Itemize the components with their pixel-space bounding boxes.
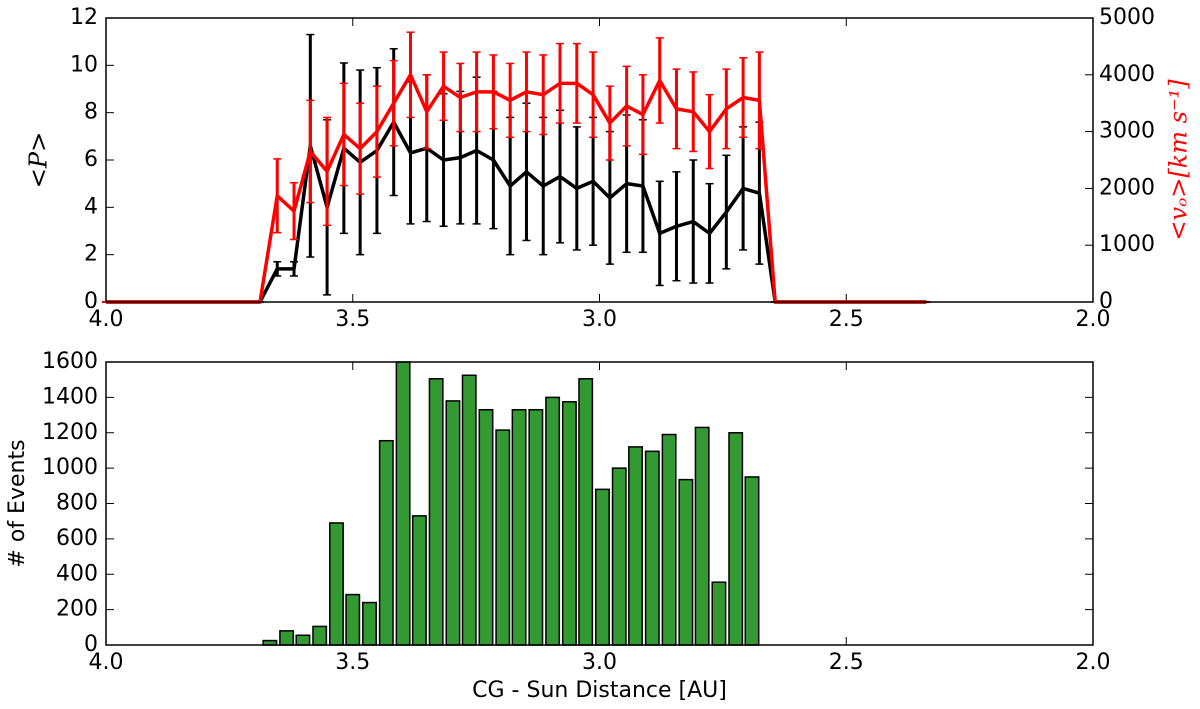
y2-tick-label: 5000 [1099, 5, 1155, 30]
bar [495, 429, 511, 646]
y2-tick-label: 1000 [1099, 232, 1155, 257]
bar [312, 625, 328, 646]
x-tick-label: 2.0 [1076, 650, 1111, 675]
y-tick-label: 2 [84, 242, 98, 267]
y2-tick-label: 3000 [1099, 119, 1155, 144]
bar [511, 409, 527, 646]
plot-frame [105, 361, 1094, 646]
x-tick-label: 2.5 [829, 650, 864, 675]
bar [628, 446, 643, 646]
bar [545, 396, 561, 646]
bar [644, 450, 660, 646]
bar [279, 630, 295, 646]
data-line [106, 73, 927, 304]
x-tick-label: 3.5 [335, 650, 370, 675]
y-tick-label: 12 [70, 5, 98, 30]
y-tick-label: 1600 [42, 349, 98, 374]
y-tick-label: 200 [56, 597, 98, 622]
bar [428, 378, 444, 646]
x-tick-label: 4.0 [89, 650, 124, 675]
x-axis-label: CG - Sun Distance [AU] [472, 678, 727, 703]
y-tick-label: 600 [56, 526, 98, 551]
bar [744, 476, 760, 646]
bar [362, 601, 377, 646]
bar [711, 581, 727, 646]
bar [329, 522, 344, 646]
bar [395, 361, 411, 646]
bar [661, 433, 677, 646]
y2-tick-label: 2000 [1099, 175, 1155, 200]
y-tick-label: 4 [84, 194, 98, 219]
bar [461, 374, 477, 646]
bar [611, 467, 627, 646]
bar [678, 478, 694, 646]
y-tick-label: 8 [84, 100, 98, 125]
bar [594, 488, 610, 646]
bar [528, 409, 544, 646]
bar [295, 634, 311, 646]
y-tick-label: 400 [56, 561, 98, 586]
bar [411, 515, 427, 646]
bar [378, 439, 394, 646]
bar [694, 426, 710, 646]
x-tick-label: 4.0 [89, 307, 124, 332]
y-tick-label: 10 [70, 52, 98, 77]
bar [561, 401, 577, 646]
bar [345, 593, 361, 646]
y-tick-label: 1000 [42, 455, 98, 480]
y2-axis-label: <vₒ>[km s⁻¹] [1165, 79, 1193, 241]
y-tick-label: 6 [84, 147, 98, 172]
y-axis-label: <P> [25, 132, 53, 188]
y-tick-label: 0 [84, 632, 98, 657]
y-tick-label: 0 [84, 289, 98, 314]
data-line [106, 120, 927, 304]
y-tick-label: 1200 [42, 420, 98, 445]
plot-frame [105, 17, 1094, 303]
x-tick-label: 3.0 [582, 307, 617, 332]
bar [445, 400, 461, 646]
y-tick-label: 1400 [42, 384, 98, 409]
x-tick-label: 2.0 [1076, 307, 1111, 332]
bar [728, 432, 744, 646]
y-tick-label: 800 [56, 491, 98, 516]
x-tick-label: 3.0 [582, 650, 617, 675]
y2-tick-label: 0 [1099, 289, 1113, 314]
x-tick-label: 2.5 [829, 307, 864, 332]
bar [578, 378, 594, 646]
y2-tick-label: 4000 [1099, 62, 1155, 87]
bar [478, 409, 494, 646]
x-tick-label: 3.5 [335, 307, 370, 332]
y-axis-label: # of Events [5, 439, 30, 567]
